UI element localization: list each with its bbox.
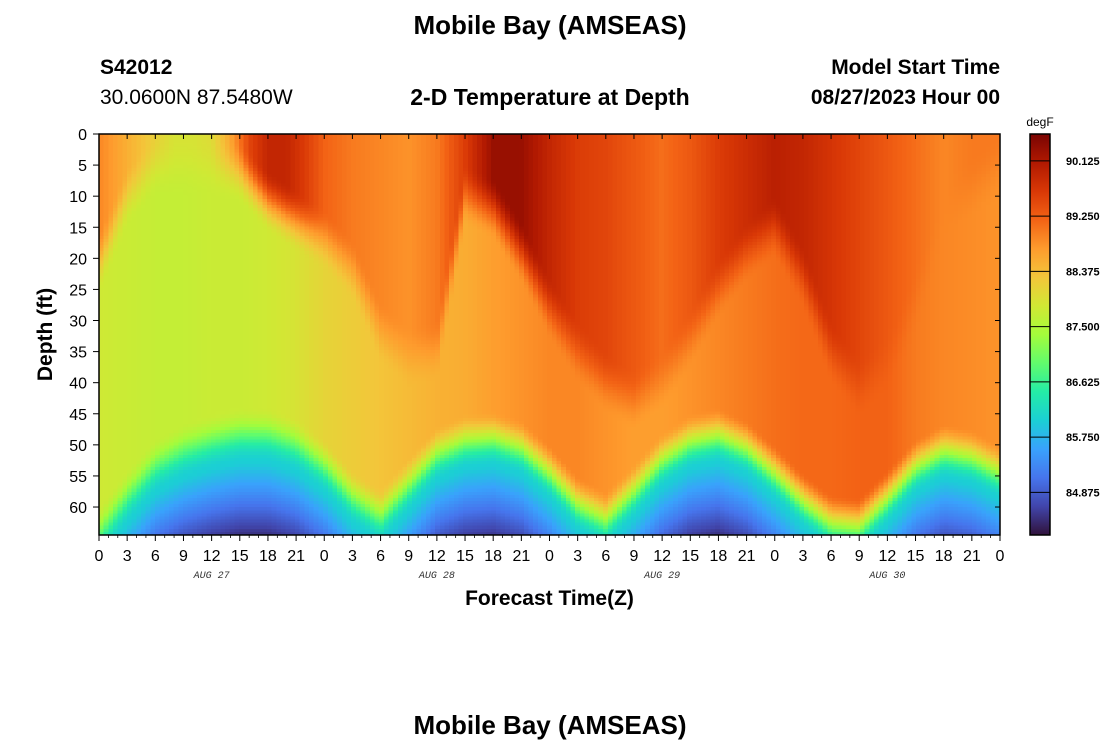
- y-axis-label: Depth (ft): [34, 288, 57, 381]
- x-tick-label: 3: [798, 548, 807, 565]
- x-tick-label: 6: [151, 548, 160, 565]
- y-tick-label: 5: [78, 158, 87, 175]
- x-tick-label: 3: [123, 548, 132, 565]
- x-tick-label: 6: [376, 548, 385, 565]
- colorbar-tick-label: 84.875: [1066, 487, 1100, 499]
- x-tick-label: 18: [259, 548, 277, 565]
- x-tick-label: 0: [320, 548, 329, 565]
- y-tick-label: 15: [69, 220, 87, 237]
- station-id: S42012: [100, 56, 173, 79]
- y-tick-label: 60: [69, 500, 87, 517]
- day-label: AUG 30: [868, 571, 905, 582]
- x-tick-label: 15: [456, 548, 474, 565]
- model-start-time: 08/27/2023 Hour 00: [810, 86, 1000, 109]
- y-tick-label: 30: [69, 314, 87, 331]
- x-tick-label: 12: [428, 548, 446, 565]
- y-tick-label: 50: [69, 438, 87, 455]
- bottom-figure-title: Mobile Bay (AMSEAS): [413, 710, 687, 740]
- x-tick-label: 15: [681, 548, 699, 565]
- y-tick-label: 0: [78, 127, 87, 144]
- model-start-label: Model Start Time: [831, 56, 1000, 79]
- x-tick-label: 15: [907, 548, 925, 565]
- x-tick-label: 21: [963, 548, 981, 565]
- figure-title: Mobile Bay (AMSEAS): [413, 10, 687, 40]
- day-label: AUG 28: [418, 571, 455, 582]
- y-tick-label: 10: [69, 189, 87, 206]
- x-tick-label: 0: [770, 548, 779, 565]
- x-tick-label: 0: [95, 548, 104, 565]
- x-tick-label: 21: [287, 548, 305, 565]
- x-tick-label: 9: [630, 548, 639, 565]
- x-tick-label: 0: [545, 548, 554, 565]
- x-tick-label: 18: [484, 548, 502, 565]
- plot-title: 2-D Temperature at Depth: [410, 84, 690, 110]
- colorbar-tick-label: 90.125: [1066, 156, 1100, 168]
- colorbar-unit: degF: [1026, 115, 1053, 129]
- x-tick-label: 18: [710, 548, 728, 565]
- x-tick-label: 12: [653, 548, 671, 565]
- x-axis-label: Forecast Time(Z): [465, 587, 634, 610]
- x-tick-label: 21: [512, 548, 530, 565]
- day-label: AUG 27: [193, 571, 230, 582]
- colorbar-tick-label: 88.375: [1066, 266, 1100, 278]
- colorbar: [1029, 133, 1051, 536]
- x-tick-label: 12: [878, 548, 896, 565]
- station-coordinates: 30.0600N 87.5480W: [100, 86, 293, 109]
- colorbar-tick-label: 86.625: [1066, 377, 1100, 389]
- x-tick-label: 9: [179, 548, 188, 565]
- y-tick-label: 40: [69, 376, 87, 393]
- x-tick-label: 6: [827, 548, 836, 565]
- colorbar-tick-label: 87.500: [1066, 322, 1100, 334]
- x-tick-label: 3: [573, 548, 582, 565]
- colorbar-tick-label: 89.250: [1066, 211, 1100, 223]
- x-tick-label: 6: [601, 548, 610, 565]
- day-label: AUG 29: [643, 571, 680, 582]
- y-tick-label: 55: [69, 469, 87, 486]
- y-tick-label: 25: [69, 282, 87, 299]
- x-tick-label: 9: [855, 548, 864, 565]
- temperature-heatmap: [99, 134, 1000, 535]
- y-tick-label: 45: [69, 407, 87, 424]
- x-tick-label: 0: [996, 548, 1005, 565]
- x-tick-label: 21: [738, 548, 756, 565]
- x-tick-label: 18: [935, 548, 953, 565]
- y-tick-label: 35: [69, 345, 87, 362]
- x-tick-label: 9: [404, 548, 413, 565]
- y-tick-label: 20: [69, 251, 87, 268]
- x-tick-label: 12: [203, 548, 221, 565]
- colorbar-tick-label: 85.750: [1066, 432, 1100, 444]
- x-tick-label: 3: [348, 548, 357, 565]
- x-tick-label: 15: [231, 548, 249, 565]
